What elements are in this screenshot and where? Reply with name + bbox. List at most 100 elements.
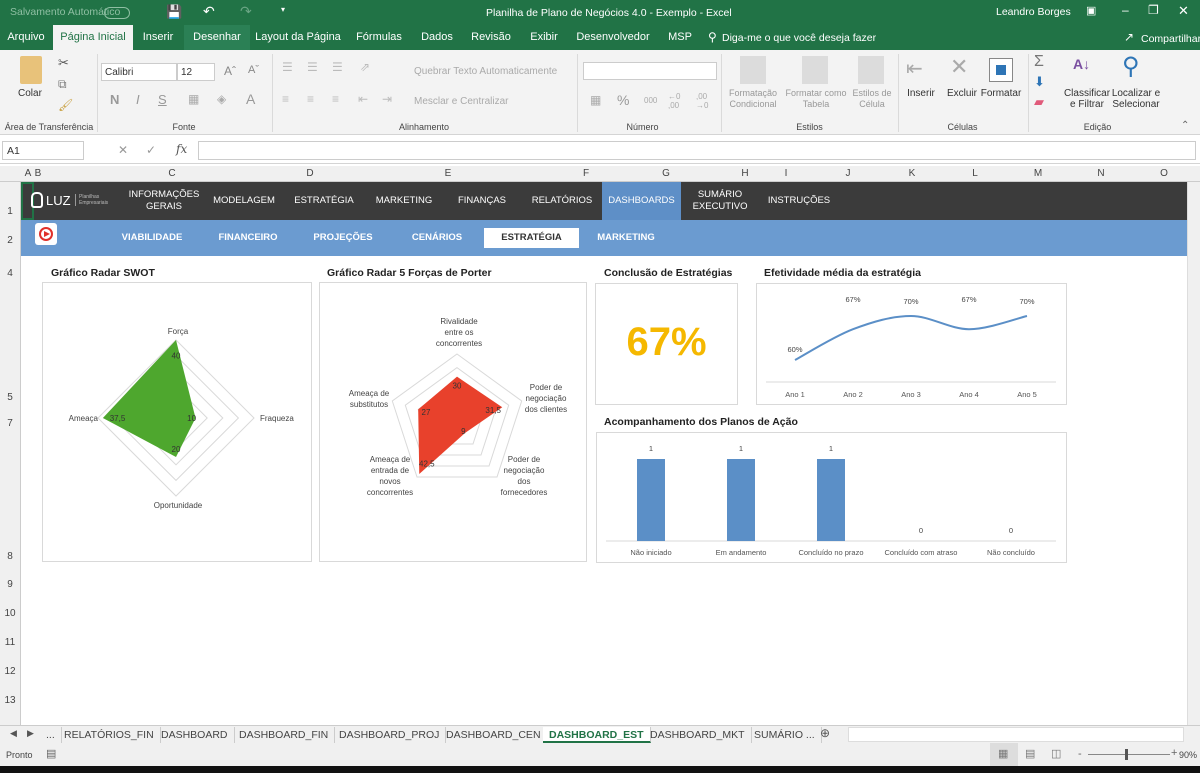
paste-button[interactable]: Colar bbox=[18, 88, 42, 99]
subnav-viabilidade[interactable]: VIABILIDADE bbox=[121, 232, 183, 243]
zoom-slider-thumb[interactable] bbox=[1125, 749, 1128, 760]
column-header[interactable]: K bbox=[908, 168, 916, 179]
row-header[interactable]: 5 bbox=[7, 392, 13, 403]
number-format-select[interactable] bbox=[583, 62, 717, 80]
decrease-decimal-icon[interactable]: ,00 →0 bbox=[696, 92, 709, 110]
sort-filter-button[interactable]: Classificar e Filtrar bbox=[1063, 88, 1111, 110]
italic-button[interactable]: I bbox=[136, 92, 140, 107]
tab-inserir[interactable]: Inserir bbox=[142, 31, 174, 43]
row-header[interactable]: 7 bbox=[7, 418, 13, 429]
nav-financas[interactable]: FINANÇAS bbox=[457, 195, 507, 206]
zoom-out-icon[interactable]: - bbox=[1078, 748, 1082, 760]
tab-dados[interactable]: Dados bbox=[421, 31, 453, 43]
percent-icon[interactable]: % bbox=[617, 92, 630, 108]
name-box[interactable]: A1 bbox=[2, 141, 84, 160]
wrap-text-button[interactable]: Quebrar Texto Automaticamente bbox=[414, 66, 558, 77]
align-middle-icon[interactable]: ☰ bbox=[307, 60, 318, 74]
redo-icon[interactable]: ↷ bbox=[240, 3, 252, 19]
subnav-financeiro[interactable]: FINANCEIRO bbox=[218, 232, 278, 243]
row-header[interactable]: 10 bbox=[4, 608, 16, 619]
row-header[interactable]: 2 bbox=[7, 235, 13, 246]
sheet-tab[interactable]: DASHBOARD_PROJ bbox=[333, 727, 447, 743]
row-header[interactable]: 9 bbox=[7, 579, 13, 590]
user-name[interactable]: Leandro Borges bbox=[996, 6, 1071, 18]
nav-marketing[interactable]: MARKETING bbox=[375, 195, 433, 206]
zoom-slider[interactable] bbox=[1088, 754, 1170, 755]
delete-cells-button[interactable]: Excluir bbox=[946, 88, 977, 99]
nav-estrategia[interactable]: ESTRATÉGIA bbox=[294, 195, 354, 206]
save-icon[interactable]: 💾 bbox=[166, 4, 183, 19]
font-size-select[interactable]: 12 bbox=[177, 63, 215, 81]
copy-icon[interactable]: ⧉ bbox=[58, 77, 67, 91]
tab-formulas[interactable]: Fórmulas bbox=[356, 31, 402, 43]
autosum-icon[interactable]: Σ bbox=[1034, 53, 1044, 70]
sheet-tab[interactable]: DASHBOARD_FIN bbox=[233, 727, 336, 743]
tab-msp[interactable]: MSP bbox=[668, 31, 692, 43]
sheet-tab-more[interactable]: ... bbox=[40, 727, 62, 743]
sheet-tab[interactable]: SUMÁRIO ... bbox=[748, 727, 822, 743]
nav-informacoes-gerais[interactable]: INFORMAÇÕES GERAIS bbox=[128, 189, 200, 212]
insert-function-button[interactable]: fx bbox=[176, 142, 188, 156]
vertical-scrollbar[interactable] bbox=[1187, 182, 1200, 725]
align-center-icon[interactable]: ≡ bbox=[307, 92, 315, 106]
nav-relatorios[interactable]: RELATÓRIOS bbox=[531, 195, 593, 206]
ribbon-display-icon[interactable]: ▣ bbox=[1086, 5, 1097, 17]
quick-access-dropdown-icon[interactable]: ▾ bbox=[281, 5, 286, 14]
bold-button[interactable]: N bbox=[110, 92, 120, 107]
close-icon[interactable]: ✕ bbox=[1178, 3, 1189, 18]
row-header[interactable]: 13 bbox=[4, 695, 16, 706]
column-header[interactable]: J bbox=[845, 168, 851, 179]
tell-me-input[interactable]: Diga-me o que você deseja fazer bbox=[722, 32, 877, 44]
zoom-in-icon[interactable]: + bbox=[1171, 747, 1178, 759]
sheet-tab-active[interactable]: DASHBOARD_EST bbox=[543, 727, 651, 743]
insert-cells-button[interactable]: Inserir bbox=[907, 88, 935, 99]
column-header[interactable]: G bbox=[662, 168, 670, 179]
format-painter-icon[interactable]: 🖌 bbox=[58, 98, 74, 112]
subnav-cenarios[interactable]: CENÁRIOS bbox=[411, 232, 463, 243]
add-sheet-icon[interactable]: ⊕ bbox=[820, 726, 831, 740]
share-button[interactable]: Compartilhar bbox=[1141, 33, 1200, 45]
fill-icon[interactable]: ⬇ bbox=[1034, 74, 1045, 89]
normal-view-icon[interactable] bbox=[990, 743, 1018, 766]
nav-dashboards[interactable]: DASHBOARDS bbox=[602, 182, 681, 220]
row-header[interactable]: 11 bbox=[4, 637, 16, 648]
sheet-tab[interactable]: DASHBOARD bbox=[155, 727, 235, 743]
sheet-tab[interactable]: DASHBOARD_MKT bbox=[644, 727, 752, 743]
column-header[interactable]: N bbox=[1097, 168, 1105, 179]
subnav-projecoes[interactable]: PROJEÇÕES bbox=[313, 232, 373, 243]
selected-cell-a1[interactable] bbox=[21, 182, 34, 220]
macro-record-icon[interactable]: ▤ bbox=[46, 748, 57, 760]
subnav-marketing[interactable]: MARKETING bbox=[597, 232, 655, 243]
restore-icon[interactable]: ❐ bbox=[1148, 3, 1159, 17]
row-header[interactable]: 12 bbox=[4, 666, 16, 677]
increase-indent-icon[interactable]: ⇥ bbox=[382, 92, 393, 106]
column-header[interactable]: C bbox=[168, 168, 176, 179]
currency-icon[interactable]: ▦ bbox=[590, 93, 602, 107]
fill-color-icon[interactable]: ◈ bbox=[217, 92, 227, 106]
underline-button[interactable]: S bbox=[158, 92, 167, 107]
enter-icon[interactable]: ✓ bbox=[146, 143, 157, 157]
prev-sheet-icon[interactable]: ◀ bbox=[10, 728, 17, 738]
column-header[interactable]: O bbox=[1160, 168, 1168, 179]
horizontal-scrollbar[interactable] bbox=[848, 727, 1184, 742]
minimize-icon[interactable]: – bbox=[1122, 3, 1129, 17]
undo-icon[interactable]: ↶ bbox=[203, 3, 215, 19]
row-header[interactable]: 4 bbox=[7, 268, 13, 279]
column-header[interactable]: E bbox=[444, 168, 452, 179]
align-right-icon[interactable]: ≡ bbox=[332, 92, 340, 106]
cell-styles-button[interactable]: Estilos de Célula bbox=[852, 88, 892, 109]
tab-pagina-inicial[interactable]: Página Inicial bbox=[53, 25, 133, 50]
find-select-button[interactable]: Localizar e Selecionar bbox=[1111, 88, 1161, 110]
align-left-icon[interactable]: ≡ bbox=[282, 92, 290, 106]
tab-desenhar[interactable]: Desenhar bbox=[184, 25, 250, 50]
align-top-icon[interactable]: ☰ bbox=[282, 60, 293, 74]
collapse-ribbon-icon[interactable]: ⌃ bbox=[1181, 120, 1190, 131]
font-color-icon[interactable]: A bbox=[246, 91, 256, 107]
column-header[interactable]: I bbox=[784, 168, 788, 179]
sheet-tab[interactable]: DASHBOARD_CEN bbox=[440, 727, 548, 743]
shrink-font-icon[interactable]: Aˇ bbox=[248, 64, 259, 76]
column-header[interactable]: H bbox=[741, 168, 749, 179]
comma-style-icon[interactable]: 000 bbox=[644, 96, 658, 105]
orientation-icon[interactable]: ⇗ bbox=[360, 60, 371, 74]
conditional-format-button[interactable]: Formatação Condicional bbox=[728, 88, 778, 109]
